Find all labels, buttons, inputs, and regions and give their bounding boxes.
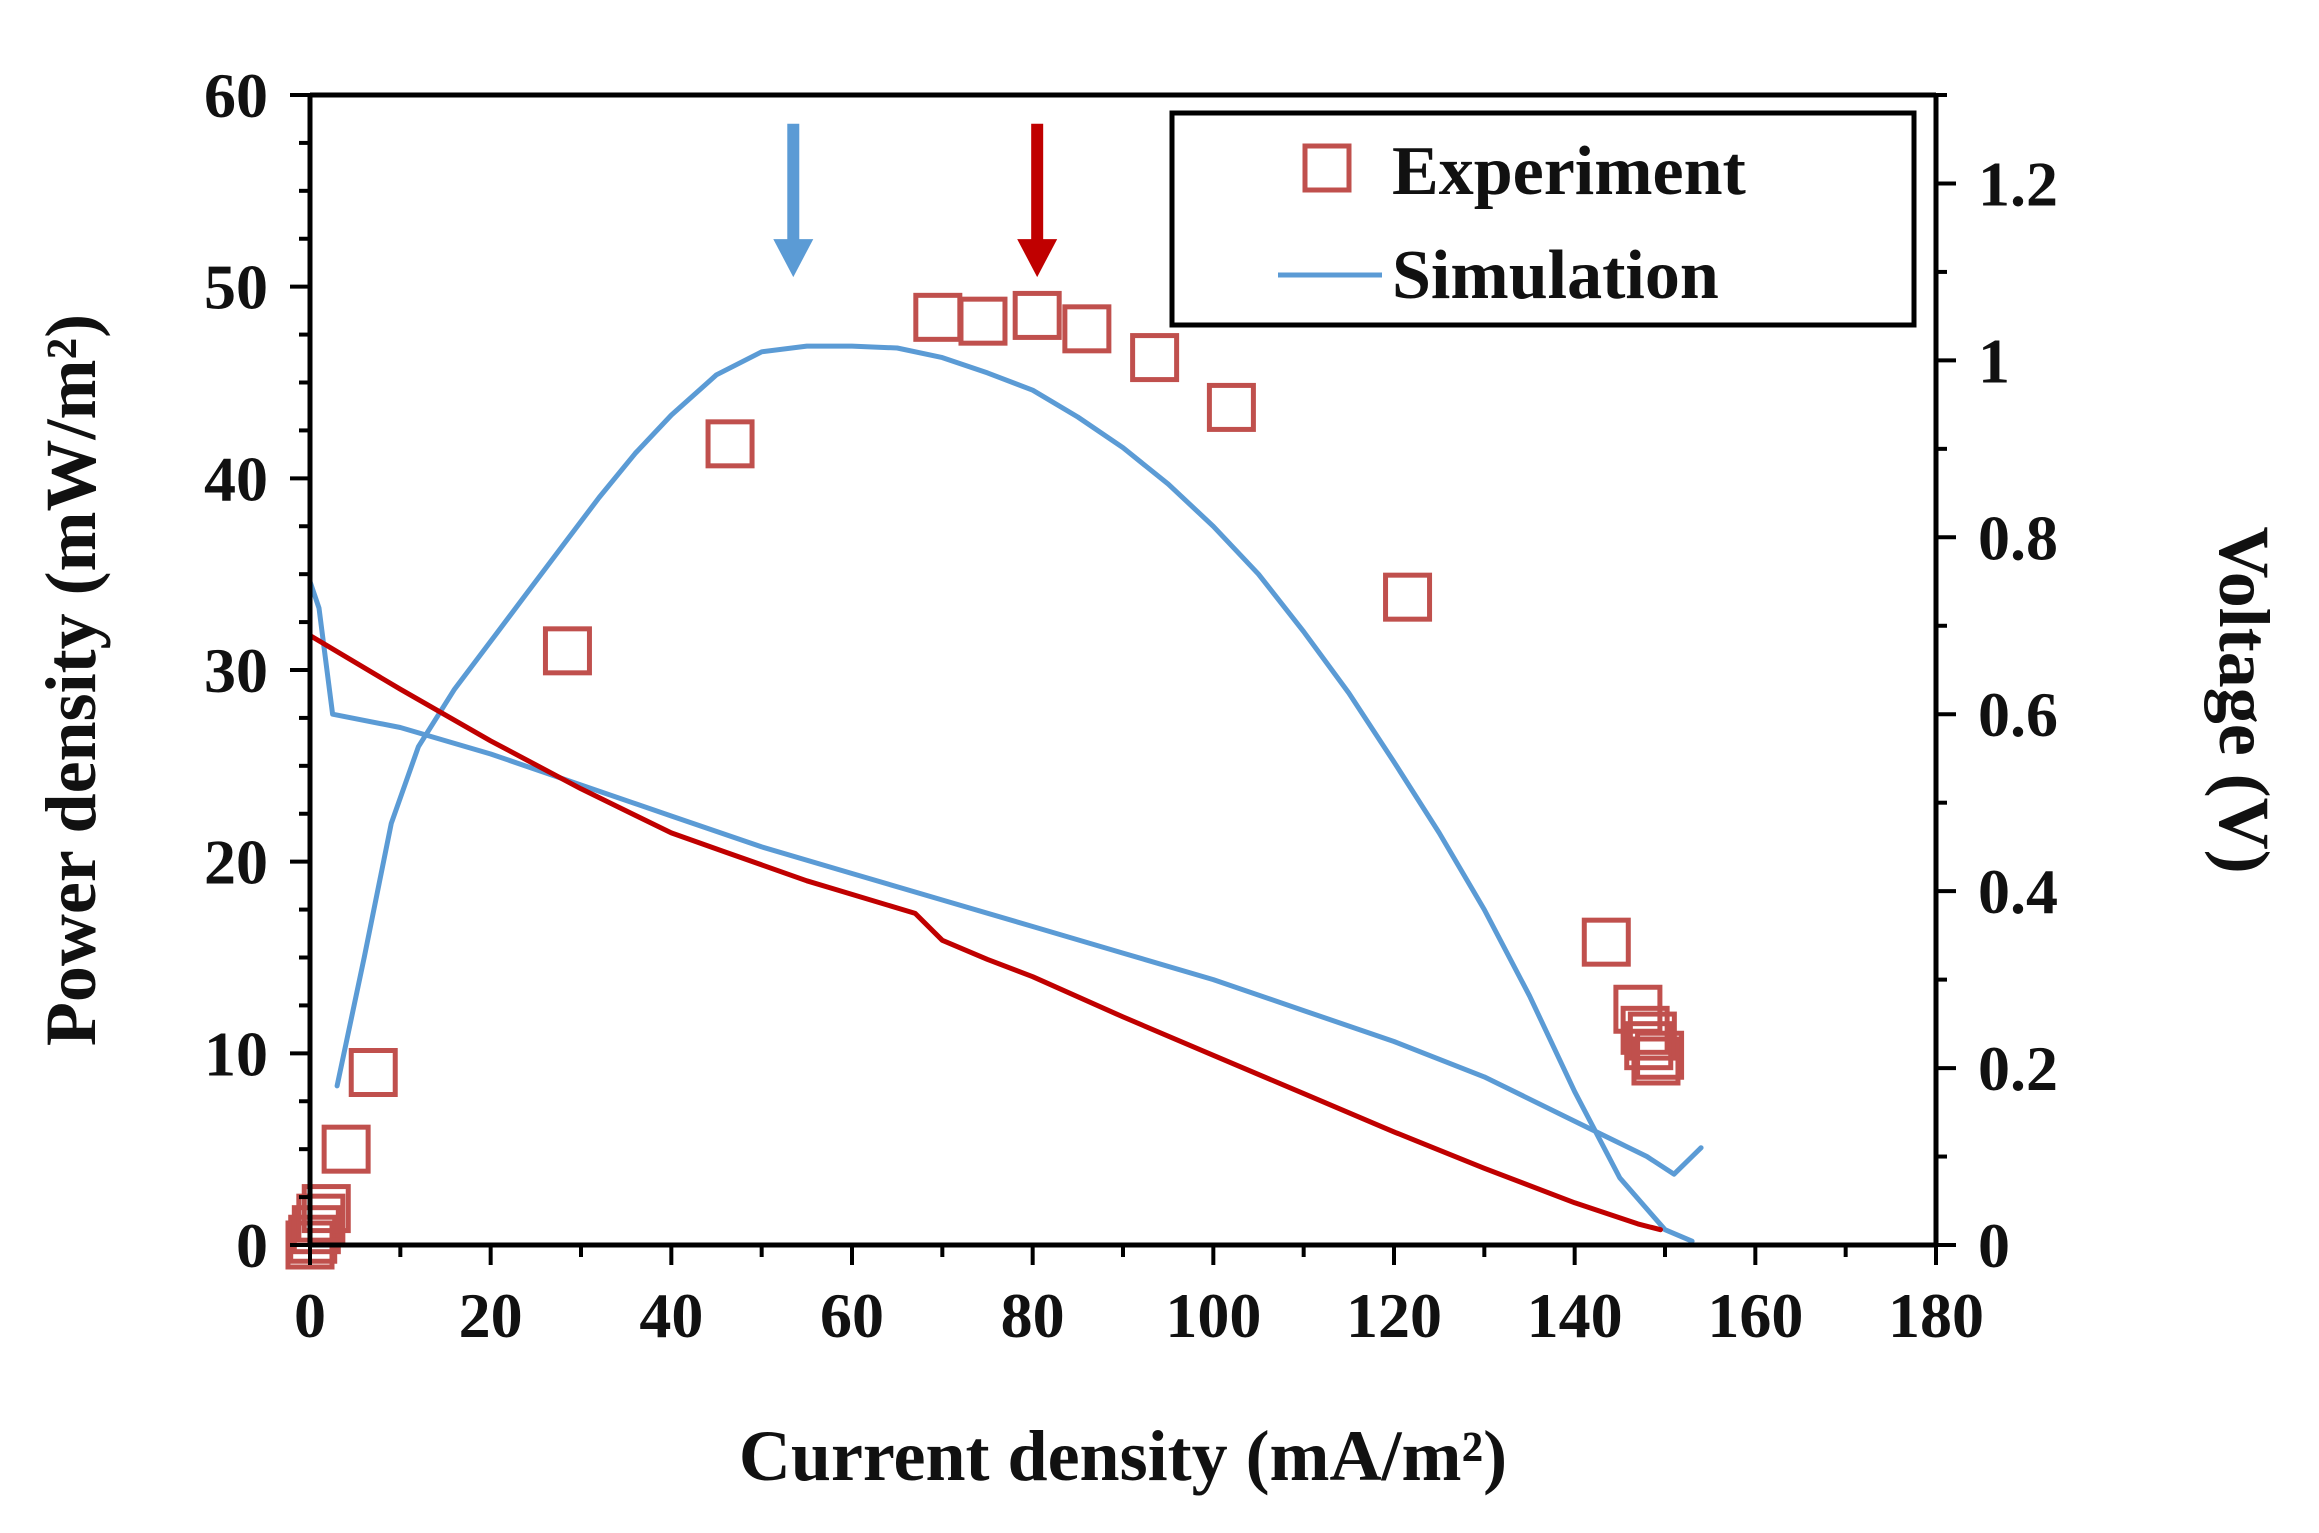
annotation-arrows xyxy=(773,123,1058,278)
experiment-point xyxy=(1062,304,1112,354)
experiment-point xyxy=(321,1124,371,1174)
x-tick-label: 100 xyxy=(1165,1280,1261,1351)
y-tick-label: 40 xyxy=(204,443,268,514)
experiment-point xyxy=(1620,1005,1670,1055)
experiment-point xyxy=(1581,917,1631,967)
experiment-markers xyxy=(285,290,1685,1270)
y-tick-label: 60 xyxy=(204,60,268,131)
y-tick-label: 30 xyxy=(204,635,268,706)
legend-simulation-label: Simulation xyxy=(1392,237,1719,314)
y2-tick-label: 0.8 xyxy=(1978,502,2058,573)
legend: Experiment Simulation xyxy=(1169,110,1917,328)
y2-axis-title: Voltage (V) xyxy=(2204,526,2284,873)
x-tick-label: 20 xyxy=(459,1280,523,1351)
y-tick-label: 10 xyxy=(204,1018,268,1089)
experiment-point xyxy=(958,296,1008,346)
y2-tick-label: 0.4 xyxy=(1978,856,2058,927)
experiment-point xyxy=(1627,1011,1677,1061)
arrow-head-0 xyxy=(773,239,814,278)
series-lines xyxy=(307,343,1704,1244)
x-tick-label: 60 xyxy=(820,1280,884,1351)
experiment-point xyxy=(348,1048,398,1097)
experiment-point xyxy=(1012,290,1062,340)
x-tick-label: 40 xyxy=(639,1280,703,1351)
axis-ticks: 0 20 40 60 80 100 120 140 160 180010203040506000.… xyxy=(204,60,2058,1351)
x-tick-label: 0 xyxy=(294,1280,326,1351)
experiment-point xyxy=(1206,382,1256,432)
legend-box xyxy=(1169,110,1917,328)
experiment-point xyxy=(1130,333,1180,383)
y2-tick-label: 1 xyxy=(1978,325,2010,396)
experiment-point xyxy=(705,419,755,469)
x-tick-label: 80 xyxy=(1001,1280,1065,1351)
y-tick-label: 20 xyxy=(204,827,268,898)
x-tick-label: 180 xyxy=(1888,1280,1984,1351)
x-tick-label: 140 xyxy=(1527,1280,1623,1351)
experiment-point xyxy=(1383,572,1433,622)
y2-tick-label: 0 xyxy=(1978,1210,2010,1281)
series-line-3 xyxy=(307,633,1663,1233)
y2-tick-label: 1.2 xyxy=(1978,148,2058,219)
series-line-1 xyxy=(334,343,1695,1244)
y-axis-title: Power density (mW/m²) xyxy=(31,314,111,1046)
experiment-point xyxy=(1631,1036,1681,1086)
x-tick-label: 160 xyxy=(1707,1280,1803,1351)
arrow-head-1 xyxy=(1017,239,1058,278)
experiment-point xyxy=(296,1193,346,1243)
experiment-point xyxy=(1635,1030,1685,1080)
y-tick-label: 0 xyxy=(236,1210,268,1281)
experiment-point xyxy=(301,1184,351,1234)
legend-experiment-label: Experiment xyxy=(1392,133,1746,210)
experiment-point xyxy=(542,626,592,676)
experiment-point xyxy=(1624,1021,1674,1071)
y-tick-label: 50 xyxy=(204,252,268,323)
x-tick-label: 120 xyxy=(1346,1280,1442,1351)
legend-experiment-marker xyxy=(1302,143,1352,193)
y2-tick-label: 0.6 xyxy=(1978,679,2058,750)
x-axis-title: Current density (mA/m²) xyxy=(739,1416,1507,1496)
series-line-2 xyxy=(307,579,1704,1177)
y2-tick-label: 0.2 xyxy=(1978,1033,2058,1104)
